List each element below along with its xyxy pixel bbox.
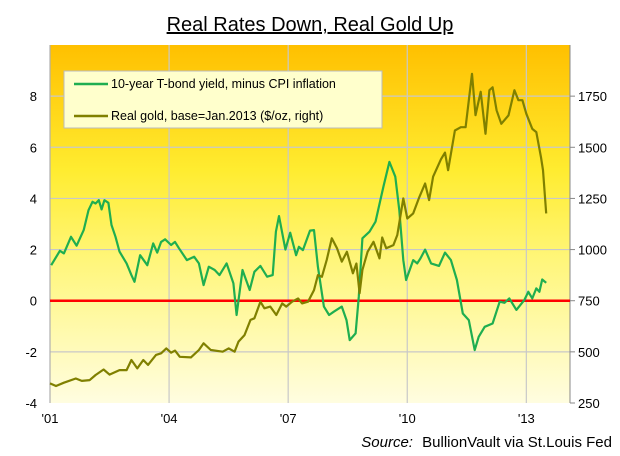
x-tick-label: '07 [280, 411, 297, 426]
y2-tick-label: 750 [578, 294, 600, 309]
x-tick-label: '04 [161, 411, 178, 426]
y-tick-label: 8 [30, 89, 37, 104]
chart-title: Real Rates Down, Real Gold Up [167, 14, 454, 36]
axes: '01 '04 '07 '10 '13 -4 -2 0 2 4 6 8 250 500 750 1000 125… [25, 45, 607, 426]
x-tick-label: '13 [518, 411, 535, 426]
y2-tick-label: 250 [578, 396, 600, 411]
x-tick-label: '10 [399, 411, 416, 426]
source-label: Source: [361, 434, 413, 451]
legend-label-gold: Real gold, base=Jan.2013 ($/oz, right) [111, 109, 323, 123]
y2-tick-label: 1000 [578, 243, 607, 258]
y-tick-label: 2 [30, 243, 37, 258]
y2-tick-label: 1750 [578, 89, 607, 104]
y-tick-label: -4 [25, 396, 37, 411]
series-line-real-yield [50, 160, 547, 352]
source-note: Source: BullionVault via St.Louis Fed [361, 434, 612, 451]
y-tick-label: 4 [30, 191, 37, 206]
y-tick-label: 6 [30, 140, 37, 155]
source-text: BullionVault via St.Louis Fed [422, 434, 612, 451]
legend-label-yield: 10-year T-bond yield, minus CPI inflatio… [111, 77, 336, 91]
x-tick-label: '01 [42, 411, 59, 426]
series-line-real-gold [49, 72, 548, 388]
y2-tick-label: 500 [578, 345, 600, 360]
legend: 10-year T-bond yield, minus CPI inflatio… [63, 70, 383, 129]
series-lines [49, 72, 570, 388]
y2-tick-label: 1250 [578, 191, 607, 206]
y2-tick-label: 1500 [578, 140, 607, 155]
y-tick-label: 0 [30, 294, 37, 309]
y-tick-label: -2 [25, 345, 37, 360]
